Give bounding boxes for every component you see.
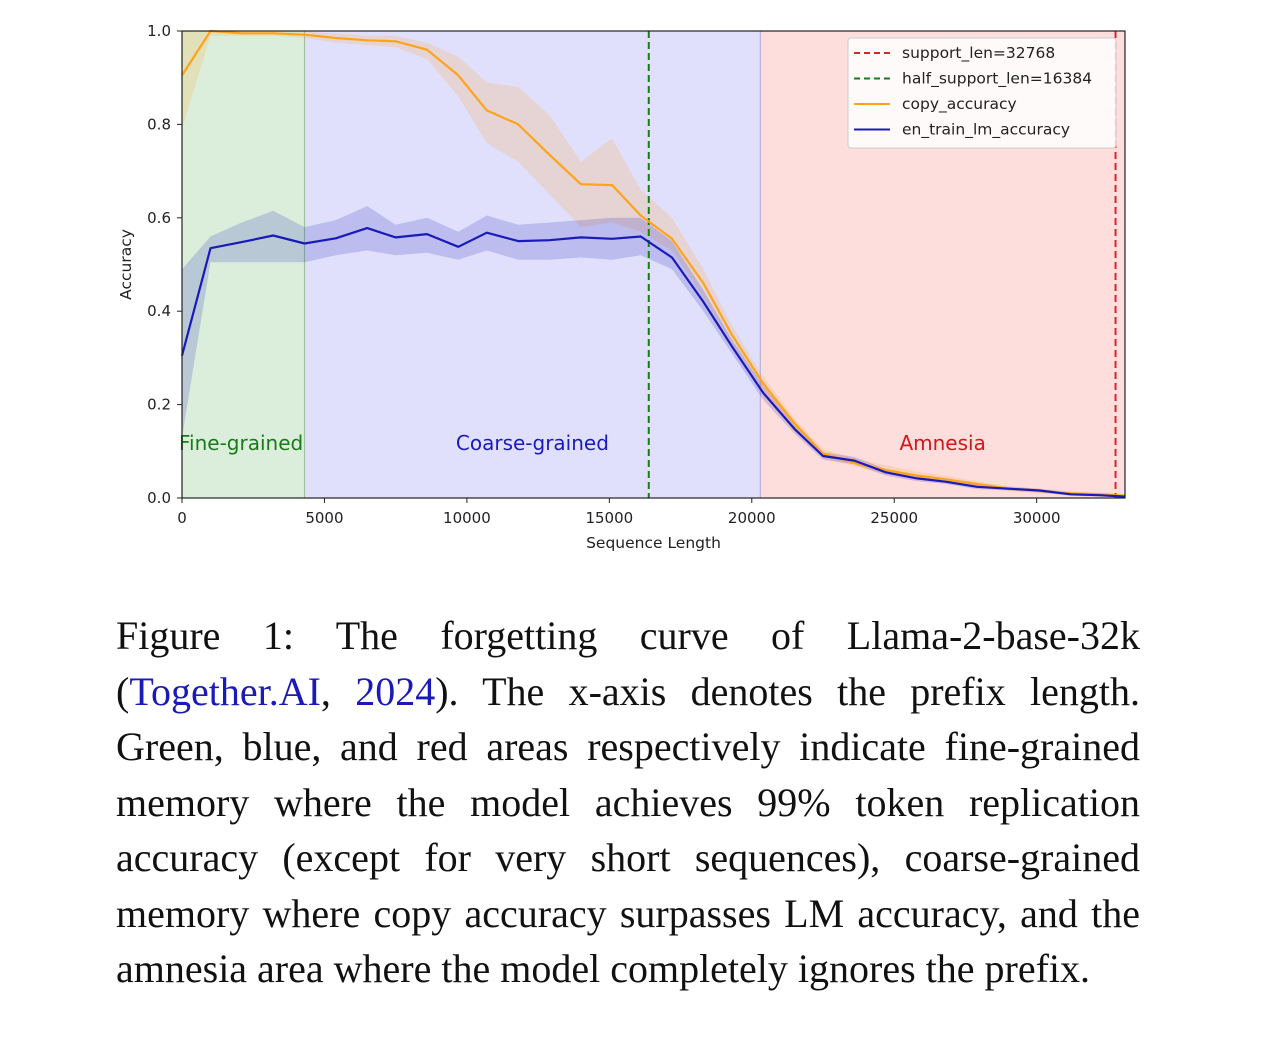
y-tick-label: 0.6 xyxy=(147,209,171,227)
y-tick-label: 1.0 xyxy=(147,22,171,40)
y-tick-label: 0.2 xyxy=(147,396,171,414)
x-axis-ticks: 0 5000 10000 15000 20000 25000 30000 xyxy=(177,498,1061,527)
legend-label-support-len-32768: support_len=32768 xyxy=(902,44,1055,63)
caption-prefix: Figure 1: The forgetting curve of Llama-… xyxy=(116,613,1140,714)
region-fine-grained xyxy=(182,31,305,498)
legend-label-copy-accuracy: copy_accuracy xyxy=(902,95,1017,114)
y-tick-label: 0.8 xyxy=(147,115,171,133)
citation-link-name[interactable]: Together.AI xyxy=(129,668,321,714)
region-label-coarse-grained: Coarse-grained xyxy=(456,431,609,455)
region-coarse-grained xyxy=(304,31,761,498)
x-axis-label: Sequence Length xyxy=(586,534,721,552)
legend-label-en-train-lm-accuracy: en_train_lm_accuracy xyxy=(902,121,1070,140)
legend-label-half-support-len-16384: half_support_len=16384 xyxy=(902,70,1092,89)
legend-box xyxy=(847,37,1117,149)
figure-caption: Figure 1: The forgetting curve of Llama-… xyxy=(116,608,1140,997)
x-tick-label: 20000 xyxy=(728,509,776,527)
region-label-fine-grained: Fine-grained xyxy=(179,431,303,455)
line-copy-accuracy xyxy=(181,29,1126,497)
region-labels: Fine-grained Coarse-grained Amnesia xyxy=(179,431,986,455)
y-axis-label: Accuracy xyxy=(117,229,135,300)
citation-link-year[interactable]: 2024 xyxy=(355,668,436,714)
x-tick-label: 10000 xyxy=(443,509,491,527)
memory-regions xyxy=(182,31,1125,498)
region-label-amnesia: Amnesia xyxy=(899,431,985,455)
x-tick-label: 15000 xyxy=(585,509,633,527)
caption-suffix: ). The x-axis denotes the prefix length.… xyxy=(116,668,1141,992)
line-en-train-lm-accuracy xyxy=(180,227,1126,498)
citation-separator: , xyxy=(320,668,356,714)
forgetting-curve-chart: Fine-grained Coarse-grained Amnesia 0 5000 1… xyxy=(117,22,1126,552)
y-tick-label: 0.4 xyxy=(147,302,171,320)
x-tick-label: 5000 xyxy=(305,509,343,527)
legend: support_len=32768 half_support_len=16384c… xyxy=(847,37,1117,149)
plot-frame xyxy=(181,30,1126,499)
y-axis-ticks: 0.0 0.2 0.4 0.6 0.8 1.0 xyxy=(147,22,182,507)
x-tick-label: 25000 xyxy=(870,509,918,527)
series-lines xyxy=(180,29,1126,498)
x-tick-label: 30000 xyxy=(1013,509,1061,527)
y-tick-label: 0.0 xyxy=(147,489,171,507)
x-tick-label: 0 xyxy=(177,509,187,527)
